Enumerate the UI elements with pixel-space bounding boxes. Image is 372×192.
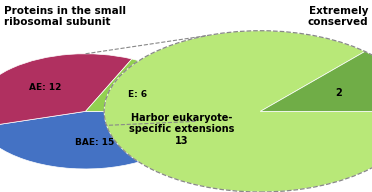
Line: 2 pts: 2 pts [86,36,207,54]
Text: Extremely
conserved: Extremely conserved [308,6,368,27]
Wedge shape [0,111,197,169]
Point [83,53,88,55]
Text: BAE: 15: BAE: 15 [75,138,114,147]
Text: E: 6: E: 6 [128,90,147,99]
Wedge shape [0,54,132,128]
Wedge shape [104,31,372,192]
Wedge shape [260,51,372,111]
Text: Proteins in the small
ribosomal subunit: Proteins in the small ribosomal subunit [4,6,126,27]
Wedge shape [86,59,197,111]
Text: Harbor eukaryote-
specific extensions
13: Harbor eukaryote- specific extensions 13 [129,113,235,146]
Text: AE: 12: AE: 12 [29,83,61,92]
Point [205,34,209,37]
Line: 2 pts: 2 pts [106,121,195,125]
Point [104,124,109,127]
Point [193,120,198,122]
Text: 2: 2 [336,88,342,98]
